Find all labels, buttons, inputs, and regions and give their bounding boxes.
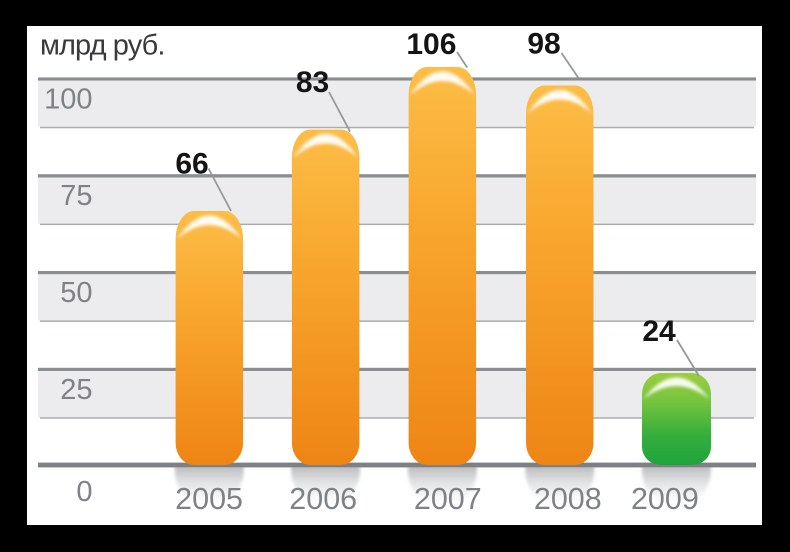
svg-text:2008: 2008	[534, 482, 602, 516]
svg-text:50: 50	[60, 277, 92, 309]
svg-text:0: 0	[76, 476, 92, 508]
svg-text:2006: 2006	[289, 482, 357, 516]
svg-text:100: 100	[44, 83, 92, 115]
svg-text:2005: 2005	[175, 482, 243, 516]
svg-text:24: 24	[642, 315, 676, 348]
svg-text:2009: 2009	[631, 482, 699, 516]
svg-text:млрд руб.: млрд руб.	[40, 30, 165, 62]
svg-text:75: 75	[60, 180, 92, 212]
svg-text:98: 98	[527, 27, 560, 60]
svg-text:66: 66	[175, 148, 208, 181]
svg-text:2007: 2007	[414, 482, 482, 516]
svg-text:83: 83	[296, 66, 329, 99]
svg-text:106: 106	[406, 28, 456, 61]
svg-text:25: 25	[60, 374, 92, 406]
